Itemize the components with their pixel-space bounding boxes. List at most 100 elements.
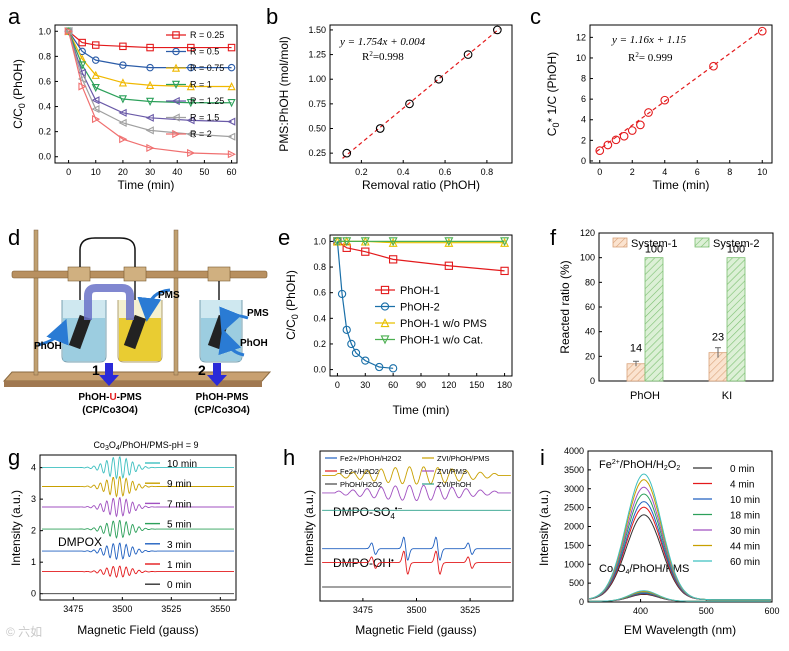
chart-a-point <box>187 148 196 158</box>
chart-a-point <box>145 113 154 122</box>
chart-a-point <box>118 108 127 117</box>
chart-f-category-label: KI <box>722 390 732 402</box>
chart-c-point <box>709 61 718 71</box>
chart-e-series-line <box>337 240 505 272</box>
chart-a-ylabel: C/C0 (PhOH) <box>11 59 27 129</box>
chart-e: Time (min) C/C0 (PhOH) 0 30 60 90 120 150 180 0… <box>284 234 513 417</box>
chart-i-ytick-label: 1500 <box>564 540 584 550</box>
chart-a-point <box>186 99 195 108</box>
chart-g-xtick-label: 3550 <box>210 604 230 614</box>
chart-g-ytick-label: 2 <box>31 526 36 536</box>
chart-i-xtick-label: 500 <box>699 606 714 616</box>
chart-b-fit-line <box>342 28 500 159</box>
arrow-pms-left <box>137 288 171 322</box>
chart-a-point <box>91 83 100 93</box>
chart-h-legend-label: PhOH/H2O2 <box>340 480 382 489</box>
chart-a-point <box>227 43 236 52</box>
panel-letter-e: e <box>278 225 290 250</box>
chart-a-point <box>118 118 127 127</box>
schematic-d: PMS PhOH PMS PhOH 1 2 PhOH-U-PMS (CP/Co3… <box>2 229 272 416</box>
chart-a-point <box>227 132 236 141</box>
chart-a-ytick-label: 0.0 <box>38 152 51 162</box>
arrow-phoh-left <box>37 318 69 347</box>
chart-b-point <box>493 25 502 35</box>
chart-i-legend-label: 44 min <box>730 542 760 553</box>
stand-base-edge <box>4 381 262 387</box>
salt-bridge <box>84 284 134 320</box>
chart-a-legend-label: R = 0.75 <box>190 63 224 73</box>
arrow-pms-right <box>219 306 249 334</box>
chart-h-spectrum <box>322 536 511 561</box>
chart-e-xtick-label: 30 <box>360 380 370 390</box>
chart-c-xlabel: Time (min) <box>653 178 710 192</box>
chart-g-xlabel: Magnetic Field (gauss) <box>77 623 198 637</box>
chart-a-point <box>145 97 155 106</box>
chart-a-series-line <box>68 31 232 88</box>
chart-i-annotation-fe: Fe2+/PhOH/H2O2 <box>599 459 680 472</box>
chart-e-point <box>347 339 356 349</box>
chart-i-annotation-co: Co3O4/PhOH/PMS <box>599 563 689 576</box>
chart-a-xtick-label: 60 <box>227 167 237 177</box>
chart-b-xtick-label: 0.2 <box>355 167 368 177</box>
chart-c-ytick-label: 8 <box>581 74 586 84</box>
chart-c-fit-line <box>596 29 763 152</box>
chart-h-xtick-label: 3500 <box>406 605 426 615</box>
chart-e-point <box>342 237 352 247</box>
chart-a-point <box>118 95 128 104</box>
chart-e-point <box>351 348 361 358</box>
chart-f-data-label: 23 <box>712 332 724 344</box>
chart-g-legend-label: 1 min <box>167 560 191 571</box>
chart-b-ytick-label: 1.00 <box>308 74 326 84</box>
label-step1-sub: (CP/Co3O4) <box>82 405 138 416</box>
stand-pole-middle <box>173 229 179 376</box>
chart-a-legend-label: R = 1.25 <box>190 96 224 106</box>
chart-c-ytick-label: 2 <box>581 135 586 145</box>
chart-a-legend-label: R = 0.5 <box>190 47 219 57</box>
chart-g-xtick-label: 3525 <box>161 604 181 614</box>
panel-letter-a: a <box>8 4 21 29</box>
chart-c-xtick-label: 6 <box>695 167 700 177</box>
chart-b-point <box>463 50 473 59</box>
label-step2: PhOH-PMS <box>196 392 249 403</box>
chart-e-xlabel: Time (min) <box>393 403 450 417</box>
down-arrow-2 <box>207 363 227 386</box>
chart-e-xtick-label: 60 <box>388 380 398 390</box>
chart-g-ytick-label: 0 <box>31 589 36 599</box>
chart-b-xtick-label: 0.8 <box>481 167 494 177</box>
chart-g-legend-label: 9 min <box>167 479 191 490</box>
chart-a-point <box>78 61 87 70</box>
chart-h-spectrum <box>322 484 511 501</box>
chart-a: Time (min) C/C0 (PhOH) 0 10 20 30 40 50 60 0.0 0… <box>11 24 238 192</box>
chart-b-ytick-label: 1.50 <box>308 25 326 35</box>
chart-a-xtick-label: 30 <box>145 167 155 177</box>
chart-i-xlabel: EM Wavelength (nm) <box>624 623 736 637</box>
chart-f-ylabel: Reacted ratio (%) <box>558 260 572 353</box>
chart-a-point <box>91 96 100 105</box>
chart-h: Magnetic Field (gauss) Intensity (a.u.) … <box>302 450 514 637</box>
chart-i-legend-label: 60 min <box>730 557 760 568</box>
chart-g-legend-label: 3 min <box>167 540 191 551</box>
chart-b-r2: R2=0.998 <box>362 50 404 63</box>
electrode-1 <box>68 314 92 350</box>
chart-g-spectrum <box>42 519 234 539</box>
chart-b-xtick-label: 0.6 <box>439 167 452 177</box>
panel-letter-h: h <box>283 445 295 470</box>
chart-b-point <box>375 124 385 133</box>
chart-f-ytick-label: 100 <box>580 253 595 263</box>
chart-b-ytick-label: 0.25 <box>308 148 326 158</box>
chart-a-point <box>77 74 86 84</box>
chart-b-ytick-label: 0.50 <box>308 124 326 134</box>
chart-g-legend-label: 5 min <box>167 520 191 531</box>
chart-a-point <box>119 42 127 51</box>
stand-base <box>2 371 272 382</box>
chart-a-legend-label: R = 1.5 <box>190 113 219 123</box>
chart-g-spectrum <box>42 496 234 518</box>
panel-letter-d: d <box>8 225 20 250</box>
chart-a-ytick-label: 0.6 <box>38 76 51 86</box>
chart-e-ytick-label: 0.6 <box>313 288 326 298</box>
chart-g-legend-label: 0 min <box>167 580 191 591</box>
chart-h-legend-label: ZVI/PhOH <box>437 480 471 489</box>
chart-a-xtick-label: 50 <box>199 167 209 177</box>
chart-b-ytick-label: 1.25 <box>308 50 326 60</box>
chart-c-point <box>619 131 629 141</box>
